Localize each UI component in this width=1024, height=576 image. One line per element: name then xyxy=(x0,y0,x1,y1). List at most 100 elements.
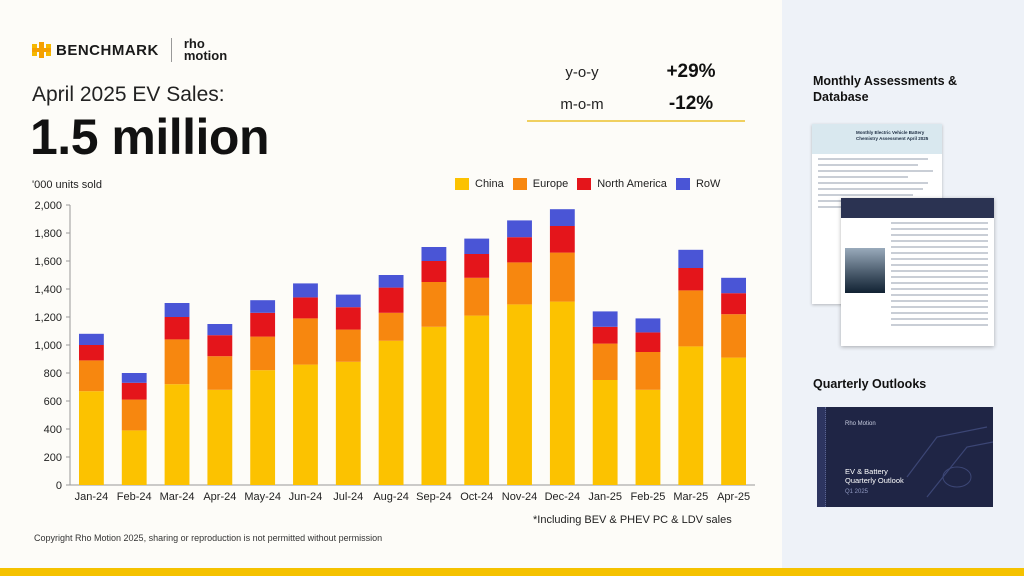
bar-segment-north-america xyxy=(635,332,661,352)
bar-segment-row xyxy=(378,275,404,288)
bar-segment-china xyxy=(464,315,490,485)
bar-segment-china xyxy=(164,384,190,485)
legend-swatch xyxy=(675,178,690,190)
bar-segment-north-america xyxy=(507,237,532,263)
legend-item-europe: Europe xyxy=(512,178,569,190)
bar-segment-north-america xyxy=(721,293,747,315)
x-tick-label: Oct-24 xyxy=(460,491,493,503)
stats-box: y-o-y +29% m-o-m -12% xyxy=(527,56,745,122)
bar-segment-china xyxy=(293,364,318,485)
bar-segment-north-america xyxy=(592,326,618,344)
bar-segment-north-america xyxy=(164,317,190,340)
x-tick-label: Jul-24 xyxy=(333,491,363,503)
cover-brand: Rho Motion xyxy=(845,421,876,427)
legend-item-row: RoW xyxy=(675,178,721,190)
bar-segment-europe xyxy=(293,318,318,365)
bar-segment-china xyxy=(549,301,575,485)
bar-segment-europe xyxy=(335,329,361,362)
bar-segment-row xyxy=(721,277,747,294)
y-tick-label: 400 xyxy=(44,424,62,436)
bar-segment-europe xyxy=(635,352,661,390)
legend-label: North America xyxy=(597,178,667,190)
bar-segment-china xyxy=(678,346,704,485)
bar-segment-europe xyxy=(678,290,704,347)
bar-segment-europe xyxy=(421,282,447,327)
stats-underline xyxy=(527,120,745,122)
bar-segment-row xyxy=(293,283,318,298)
y-tick-label: 1,800 xyxy=(34,228,62,240)
ev-sales-bar-chart: 0 200 400 600 800 1,000 1,200 1,400 1,600 1,800 2,… xyxy=(34,200,755,503)
bar-segment-europe xyxy=(78,360,104,392)
y-tick-label: 2,000 xyxy=(34,200,62,212)
legend-item-china: China xyxy=(455,178,504,190)
bar-segment-china xyxy=(121,430,147,485)
bar-segment-row xyxy=(507,220,532,238)
bar-segment-row xyxy=(250,300,276,313)
x-tick-label: Feb-25 xyxy=(631,491,666,503)
stat-label: m-o-m xyxy=(560,95,604,113)
x-tick-label: May-24 xyxy=(244,491,281,503)
bar-segment-north-america xyxy=(464,254,490,278)
y-tick-label: 1,200 xyxy=(34,312,62,324)
bar-segment-north-america xyxy=(121,382,147,400)
bar-segment-europe xyxy=(207,356,233,390)
y-tick-label: 0 xyxy=(56,480,62,492)
y-tick-label: 1,400 xyxy=(34,284,62,296)
bar-segment-europe xyxy=(592,343,618,380)
cover-stripe xyxy=(817,407,826,507)
bar-segment-china xyxy=(635,389,661,485)
x-tick-label: Jan-24 xyxy=(75,491,109,503)
report-title: Monthly Electric Vehicle Battery Chemist… xyxy=(856,130,929,141)
database-header xyxy=(841,198,994,218)
quarterly-outlook-thumbnail[interactable]: Rho Motion EV & Battery Quarterly Outloo… xyxy=(817,407,993,507)
stat-value: +29% xyxy=(666,61,716,82)
rho-logo-line2: motion xyxy=(183,48,228,63)
bar-segment-row xyxy=(635,318,661,333)
x-tick-label: Dec-24 xyxy=(545,491,580,503)
bar-segment-row xyxy=(549,209,575,226)
bar-segment-row xyxy=(464,238,490,254)
y-tick-label: 800 xyxy=(44,368,62,380)
bar-segment-row xyxy=(592,311,618,327)
legend-item-north-america: North America xyxy=(577,178,667,190)
bar-segment-europe xyxy=(549,252,575,302)
database-thumbnail[interactable] xyxy=(841,198,994,346)
brand-logos: BENCHMARK rho motion xyxy=(32,37,228,63)
x-tick-label: Apr-24 xyxy=(203,491,236,503)
stat-row-mom: m-o-m -12% xyxy=(527,88,745,120)
bar-segment-china xyxy=(207,389,233,485)
y-tick-label: 1,600 xyxy=(34,256,62,268)
x-tick-label: Sep-24 xyxy=(416,491,451,503)
bottom-accent-bar xyxy=(0,568,1024,576)
bar-segment-europe xyxy=(507,262,532,305)
legend-label: RoW xyxy=(695,178,721,190)
footnote: *Including BEV & PHEV PC & LDV sales xyxy=(533,514,732,526)
bar-segment-north-america xyxy=(678,268,704,291)
cover-subtitle: Q1 2025 xyxy=(845,489,869,495)
bar-segment-china xyxy=(378,340,404,485)
bar-segment-europe xyxy=(464,277,490,316)
x-tick-label: Jan-25 xyxy=(588,491,622,503)
report-header: Monthly Electric Vehicle Battery Chemist… xyxy=(812,124,942,154)
stat-row-yoy: y-o-y +29% xyxy=(527,56,745,88)
x-tick-label: Jun-24 xyxy=(289,491,323,503)
x-tick-label: Feb-24 xyxy=(117,491,152,503)
bar-segment-china xyxy=(421,326,447,485)
rho-motion-logo: rho motion xyxy=(183,37,228,63)
benchmark-logo-icon xyxy=(32,42,51,58)
bar-segment-row xyxy=(78,333,104,345)
x-tick-label: Nov-24 xyxy=(502,491,537,503)
bar-segment-china xyxy=(250,370,276,485)
car-illustration-icon xyxy=(906,426,993,498)
legend-label: Europe xyxy=(532,178,569,190)
page-subtitle: April 2025 EV Sales: xyxy=(32,83,225,106)
y-tick-label: 200 xyxy=(44,452,62,464)
bar-segment-china xyxy=(335,361,361,485)
copyright-notice: Copyright Rho Motion 2025, sharing or re… xyxy=(34,533,383,543)
bar-segment-north-america xyxy=(378,287,404,313)
cover-title: EV & Battery Quarterly Outlook Q1 2025 xyxy=(845,467,915,497)
chart-legend: China Europe North America RoW xyxy=(455,178,729,190)
legend-swatch xyxy=(512,178,527,190)
legend-swatch xyxy=(455,178,469,190)
bar-segment-china xyxy=(592,380,618,485)
